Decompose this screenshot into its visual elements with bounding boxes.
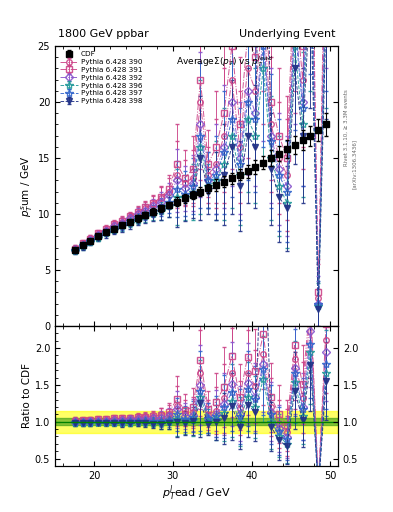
X-axis label: $p_T^{l}$ead / GeV: $p_T^{l}$ead / GeV (162, 483, 231, 503)
Text: Underlying Event: Underlying Event (239, 29, 335, 39)
Bar (55, 418, 338, 425)
Y-axis label: $p_T^{s}$um / GeV: $p_T^{s}$um / GeV (20, 155, 35, 217)
Text: Rivet 3.1.10, ≥ 3.3M events: Rivet 3.1.10, ≥ 3.3M events (344, 90, 349, 166)
Text: Average$\Sigma(p_T)$ vs $p_T^{lead}$: Average$\Sigma(p_T)$ vs $p_T^{lead}$ (176, 54, 274, 70)
Text: 1800 GeV ppbar: 1800 GeV ppbar (58, 29, 149, 39)
Y-axis label: Ratio to CDF: Ratio to CDF (22, 364, 32, 429)
Bar (55, 411, 338, 433)
Legend: CDF, Pythia 6.428 390, Pythia 6.428 391, Pythia 6.428 392, Pythia 6.428 396, Pyt: CDF, Pythia 6.428 390, Pythia 6.428 391,… (59, 50, 144, 106)
Text: [arXiv:1306.3436]: [arXiv:1306.3436] (352, 139, 357, 189)
